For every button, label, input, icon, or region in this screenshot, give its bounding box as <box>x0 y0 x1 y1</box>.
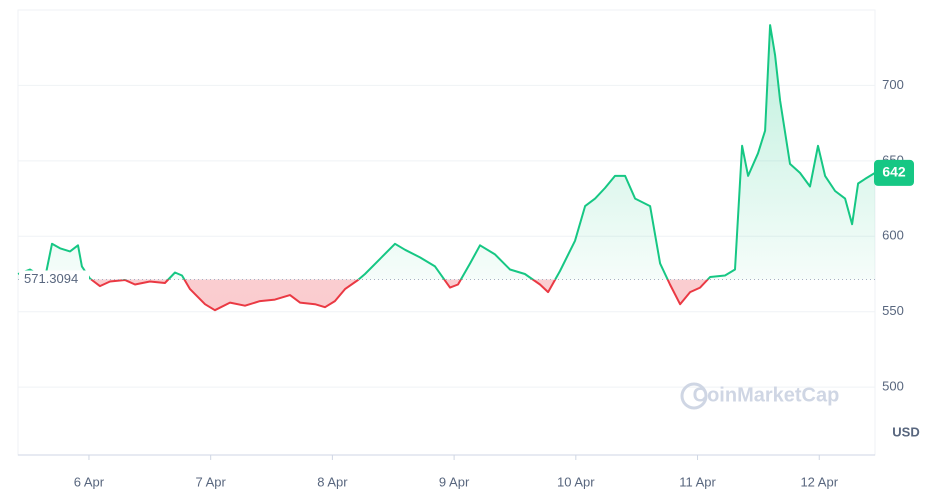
x-tick-label: 11 Apr <box>679 474 716 489</box>
price-tag-label: 642 <box>882 164 906 180</box>
price-line <box>17 24 876 312</box>
x-tick-label: 7 Apr <box>195 474 226 489</box>
x-tick-label: 12 Apr <box>800 474 838 489</box>
watermark: CoinMarketCap <box>693 384 840 406</box>
baseline-label-bg <box>19 270 89 289</box>
y-tick-label: 550 <box>882 303 904 318</box>
x-tick-label: 6 Apr <box>74 474 105 489</box>
x-tick-label: 9 Apr <box>439 474 470 489</box>
price-tag <box>874 159 914 186</box>
price-area <box>18 25 875 311</box>
unit-label: USD <box>892 424 919 439</box>
y-tick-label: 500 <box>882 379 904 394</box>
x-tick-label: 10 Apr <box>557 474 595 489</box>
watermark-logo <box>680 382 708 410</box>
y-tick-label: 600 <box>882 228 904 243</box>
baseline-label: 571.3094 <box>24 271 78 286</box>
y-tick-label: 700 <box>882 77 904 92</box>
x-tick-label: 8 Apr <box>317 474 348 489</box>
